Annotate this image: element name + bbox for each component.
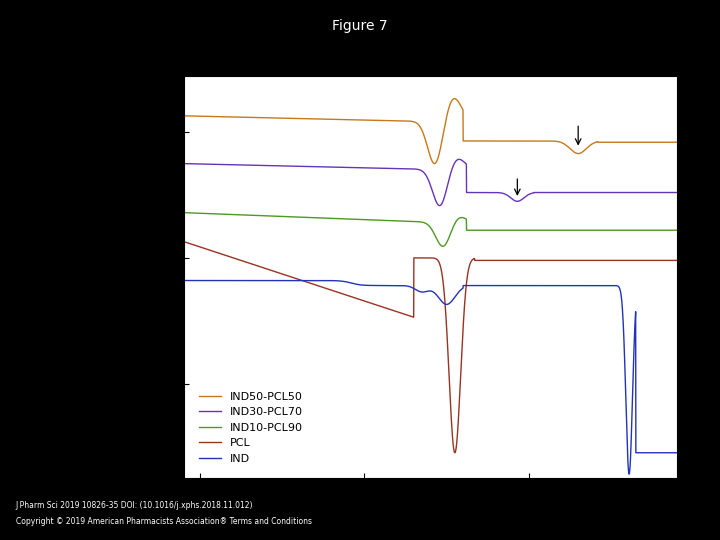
Text: Endo: Endo xyxy=(120,217,132,248)
Text: Figure 7: Figure 7 xyxy=(332,19,388,33)
Legend: IND50-PCL50, IND30-PCL70, IND10-PCL90, PCL, IND: IND50-PCL50, IND30-PCL70, IND10-PCL90, P… xyxy=(194,387,307,468)
Text: J Pharm Sci 2019 10826-35 DOI: (10.1016/j.xphs.2018.11.012): J Pharm Sci 2019 10826-35 DOI: (10.1016/… xyxy=(16,501,253,510)
Text: Copyright © 2019 American Pharmacists Association® Terms and Conditions: Copyright © 2019 American Pharmacists As… xyxy=(16,517,312,526)
Y-axis label: Normalized heat flow [W/g]: Normalized heat flow [W/g] xyxy=(92,196,105,357)
X-axis label: T [°C]: T [°C] xyxy=(410,500,451,514)
